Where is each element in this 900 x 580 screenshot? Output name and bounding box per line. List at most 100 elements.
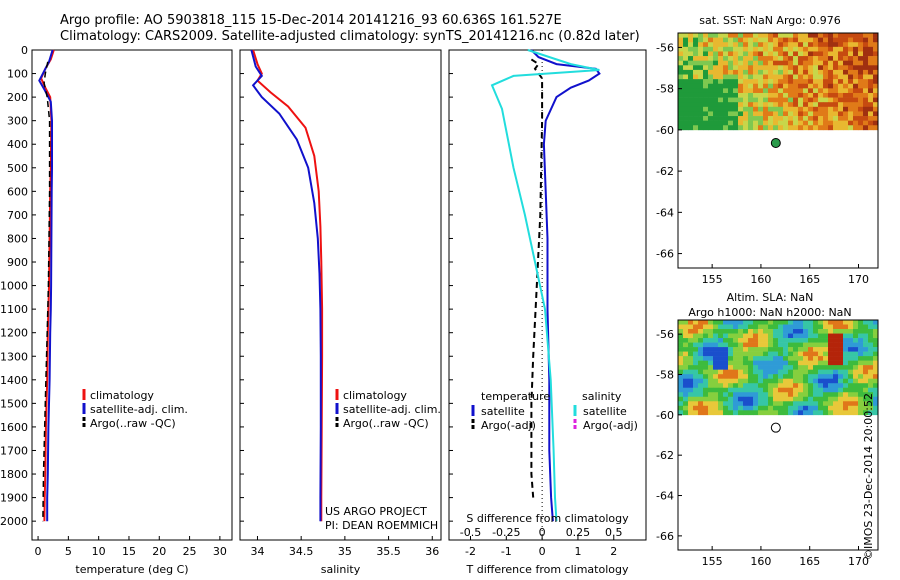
map-cell	[748, 401, 754, 407]
map-title: sat. SST: NaN Argo: 0.976	[699, 14, 840, 27]
map-cell	[698, 116, 704, 121]
map-cell	[843, 79, 849, 85]
map-cell	[718, 33, 724, 38]
map-cell	[723, 120, 729, 126]
map-cell	[813, 51, 819, 57]
map-cell	[713, 88, 719, 94]
map-cell	[818, 106, 824, 112]
map-cell	[803, 116, 809, 121]
map-cell	[868, 365, 874, 370]
map-cell	[778, 360, 784, 366]
map-cell	[803, 125, 809, 131]
map-cell	[758, 102, 764, 108]
map-cell	[778, 65, 784, 71]
map-cell	[688, 60, 694, 66]
map-cell	[798, 329, 804, 334]
map-cell	[833, 405, 839, 411]
map-cell	[818, 69, 824, 75]
map-cell	[843, 369, 849, 375]
map-cell	[733, 401, 739, 407]
map-cell	[743, 83, 749, 89]
map-cell	[818, 37, 824, 43]
map-cell	[763, 37, 769, 43]
map-cell	[798, 51, 804, 57]
map-cell	[768, 356, 774, 361]
map-cell	[683, 342, 689, 348]
map-cell	[708, 116, 714, 121]
map-cell	[768, 42, 774, 48]
map-cell	[793, 51, 799, 57]
map-cell	[723, 69, 729, 75]
map-cell	[823, 65, 829, 71]
map-cell	[708, 374, 714, 380]
map-cell	[823, 374, 829, 380]
map-cell	[803, 320, 809, 325]
map-cell	[798, 88, 804, 94]
map-cell	[783, 88, 789, 94]
map-cell	[833, 37, 839, 43]
map-cell	[863, 37, 869, 43]
map-cell	[708, 33, 714, 38]
map-cell	[748, 79, 754, 85]
legend-label: satellite-adj. clim.	[90, 403, 188, 416]
map-cell	[853, 383, 859, 389]
map-cell	[843, 342, 849, 348]
map-cell	[808, 37, 814, 43]
map-cell	[743, 387, 749, 393]
map-cell	[678, 56, 684, 61]
map-cell	[838, 401, 844, 407]
map-cell	[868, 69, 874, 75]
map-cell	[783, 83, 789, 89]
map-cell	[778, 111, 784, 117]
map-cell	[863, 324, 869, 330]
map-cell	[853, 106, 859, 112]
map-cell	[848, 51, 854, 57]
map-cell	[793, 329, 799, 334]
map-cell	[863, 329, 869, 334]
map-cell	[678, 102, 684, 108]
map-cell	[763, 106, 769, 112]
map-cell	[813, 342, 819, 348]
map-cell	[818, 356, 824, 361]
map-cell	[783, 396, 789, 402]
map-cell	[783, 106, 789, 112]
map-cell	[718, 60, 724, 66]
map-cell	[773, 369, 779, 375]
map-cell	[798, 92, 804, 98]
map-cell	[843, 116, 849, 121]
map-cell	[833, 92, 839, 98]
map-cell	[863, 378, 869, 384]
map-cell	[873, 320, 879, 325]
map-cell	[688, 396, 694, 402]
map-cell	[733, 46, 739, 52]
map-cell	[683, 79, 689, 85]
map-cell	[678, 351, 684, 357]
map-cell	[773, 42, 779, 48]
map-cell	[738, 351, 744, 357]
map-y-tick-label: -60	[656, 124, 674, 137]
map-cell	[743, 97, 749, 103]
map-cell	[713, 79, 719, 85]
map-cell	[713, 69, 719, 75]
map-cell	[733, 374, 739, 380]
map-cell	[713, 333, 719, 339]
map-cell	[723, 378, 729, 384]
map-cell	[753, 106, 759, 112]
map-cell	[683, 125, 689, 131]
map-cell	[788, 396, 794, 402]
map-cell	[863, 111, 869, 117]
map-cell	[823, 37, 829, 43]
map-cell	[688, 97, 694, 103]
map-cell	[678, 51, 684, 57]
map-cell	[828, 396, 834, 402]
map-cell	[768, 405, 774, 411]
map-cell	[748, 378, 754, 384]
map-cell	[693, 56, 699, 61]
map-cell	[838, 69, 844, 75]
map-cell	[863, 392, 869, 398]
map-cell	[798, 79, 804, 85]
map-cell	[768, 387, 774, 393]
map-cell	[743, 378, 749, 384]
map-cell	[753, 92, 759, 98]
map-cell	[738, 374, 744, 380]
